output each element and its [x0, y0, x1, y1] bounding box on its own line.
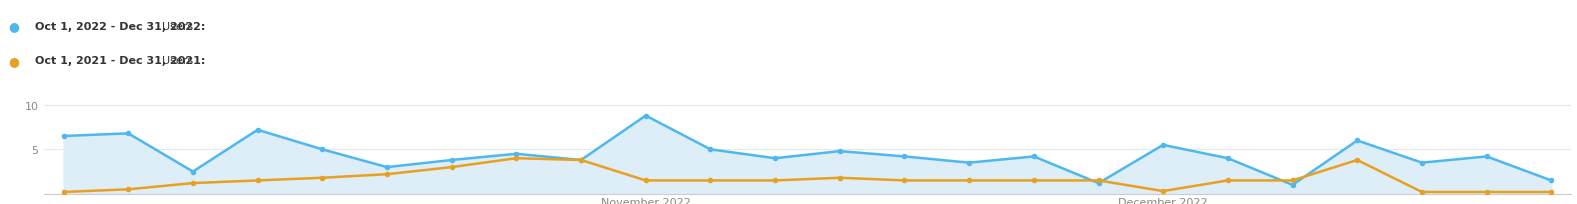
Text: Users: Users [162, 22, 194, 31]
Text: Users: Users [162, 56, 194, 66]
Text: Oct 1, 2022 - Dec 31, 2022:: Oct 1, 2022 - Dec 31, 2022: [35, 22, 205, 31]
Text: ●: ● [8, 55, 19, 68]
Text: Oct 1, 2021 - Dec 31, 2021:: Oct 1, 2021 - Dec 31, 2021: [35, 56, 205, 66]
Text: ●: ● [8, 20, 19, 33]
